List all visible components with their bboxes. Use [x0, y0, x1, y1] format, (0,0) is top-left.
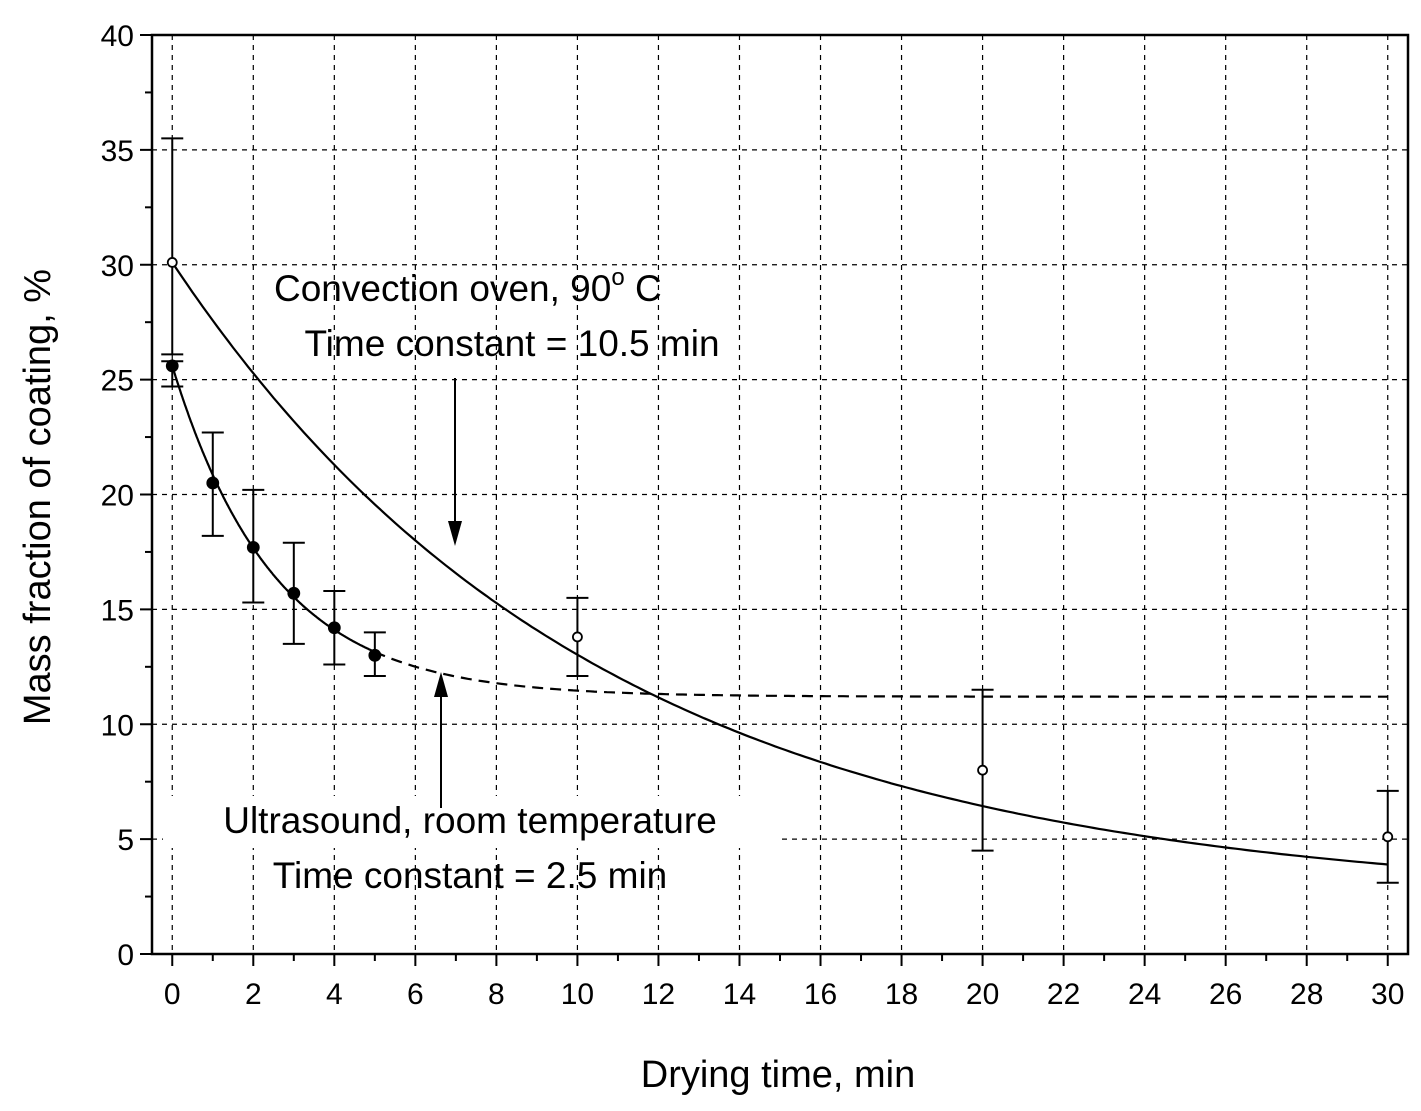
y-tick-label: 35	[101, 135, 134, 168]
error-bars	[161, 137, 1399, 884]
tick-labels: 0 2 4 6 8 10 12 14 16 18 20 22 24 26 28 300510152025303…	[101, 20, 1405, 1011]
x-tick-label: 4	[326, 978, 343, 1011]
data-point-ultrasound	[368, 648, 382, 662]
fit-curve-convection	[171, 261, 1388, 866]
x-tick-label: 28	[1290, 978, 1323, 1011]
error-bar	[161, 137, 184, 356]
arrow-ultrasound	[434, 672, 448, 808]
annotation-ultrasound-line2: Time constant = 2.5 min	[273, 855, 668, 896]
data-point-convection	[977, 764, 988, 776]
x-tick-label: 0	[164, 978, 181, 1011]
x-tick-label: 10	[561, 978, 594, 1011]
x-tick-label: 6	[407, 978, 424, 1011]
data-point-ultrasound	[327, 621, 341, 635]
x-tick-label: 30	[1371, 978, 1404, 1011]
x-tick-label: 22	[1047, 978, 1080, 1011]
y-tick-label: 15	[101, 594, 134, 627]
data-point-ultrasound	[287, 586, 301, 600]
fit-curves	[171, 261, 1388, 866]
y-tick-label: 30	[101, 250, 134, 283]
fit-curve-ultrasound-extrapolated	[374, 650, 1388, 698]
y-tick-label: 10	[101, 709, 134, 742]
data-point-ultrasound	[165, 359, 179, 373]
y-tick-label: 0	[117, 939, 134, 972]
grid	[152, 35, 1408, 954]
data-point-ultrasound	[246, 540, 260, 554]
data-point-convection	[572, 631, 583, 643]
y-tick-label: 20	[101, 480, 134, 513]
x-tick-label: 18	[885, 978, 918, 1011]
data-point-convection	[1382, 831, 1394, 843]
fit-curve-ultrasound	[171, 365, 376, 653]
y-axis-title: Mass fraction of coating, %	[17, 269, 59, 725]
annotation-ultrasound-backdrop	[163, 796, 780, 848]
annotation-ultrasound-line1: Ultrasound, room temperature	[223, 800, 717, 841]
x-tick-label: 16	[804, 978, 837, 1011]
annotation-convection: Convection oven, 90o C Time constant = 1…	[274, 264, 720, 364]
data-point-convection	[166, 257, 178, 268]
x-axis-title: Drying time, min	[641, 1054, 916, 1096]
x-tick-label: 26	[1209, 978, 1242, 1011]
data-point-ultrasound	[206, 476, 220, 490]
data-points	[165, 257, 1394, 843]
x-tick-label: 12	[642, 978, 675, 1011]
annotation-ultrasound: Ultrasound, room temperature Time consta…	[163, 796, 780, 896]
x-tick-label: 8	[488, 978, 505, 1011]
arrow-convection	[448, 378, 462, 546]
x-tick-label: 20	[966, 978, 999, 1011]
y-tick-label: 40	[101, 20, 134, 53]
y-tick-label: 5	[117, 824, 134, 857]
x-tick-label: 24	[1128, 978, 1161, 1011]
annotation-convection-line2: Time constant = 10.5 min	[304, 323, 719, 364]
x-tick-label: 14	[723, 978, 756, 1011]
y-tick-label: 25	[101, 365, 134, 398]
x-tick-label: 2	[245, 978, 262, 1011]
annotation-convection-line1: Convection oven, 90o C	[274, 264, 662, 309]
axis-ticks	[140, 34, 1389, 966]
